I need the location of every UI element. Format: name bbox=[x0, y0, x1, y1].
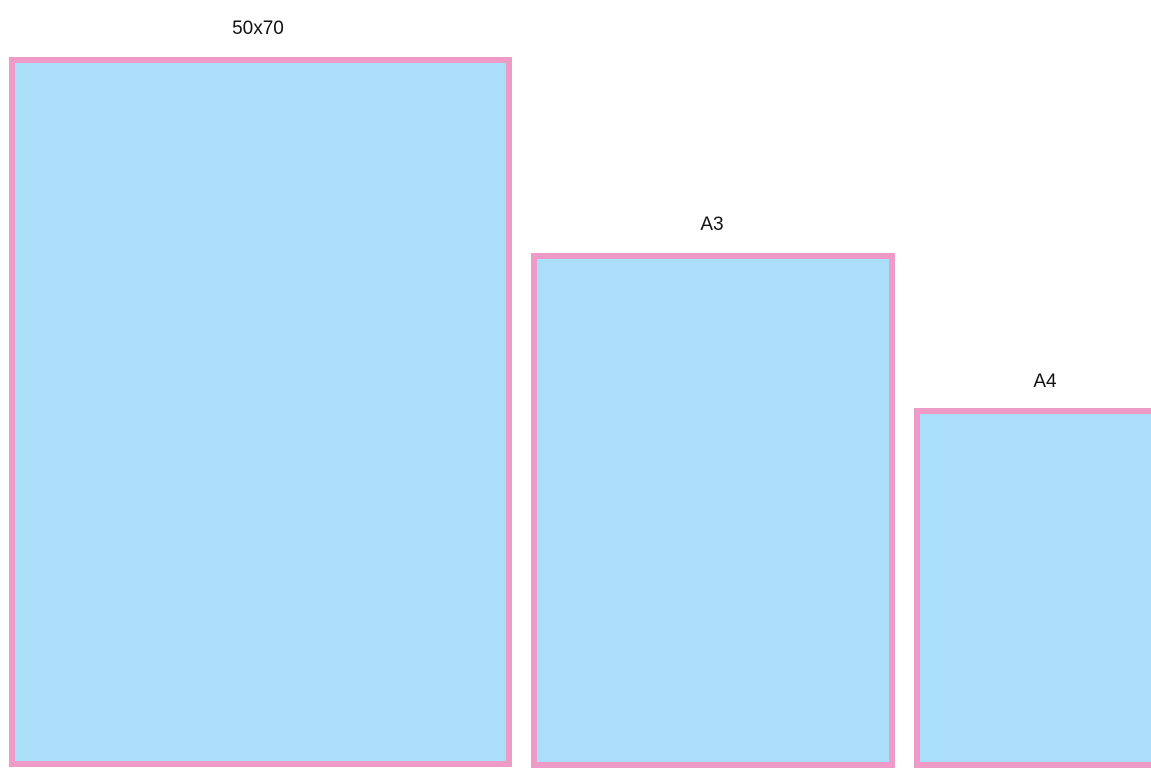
label-50x70: 50x70 bbox=[232, 18, 284, 39]
sheet-a3 bbox=[531, 253, 895, 768]
sheet-50x70 bbox=[9, 57, 512, 767]
sheet-a4 bbox=[914, 408, 1151, 768]
label-a4: A4 bbox=[1033, 371, 1057, 392]
label-a3: A3 bbox=[700, 214, 724, 235]
